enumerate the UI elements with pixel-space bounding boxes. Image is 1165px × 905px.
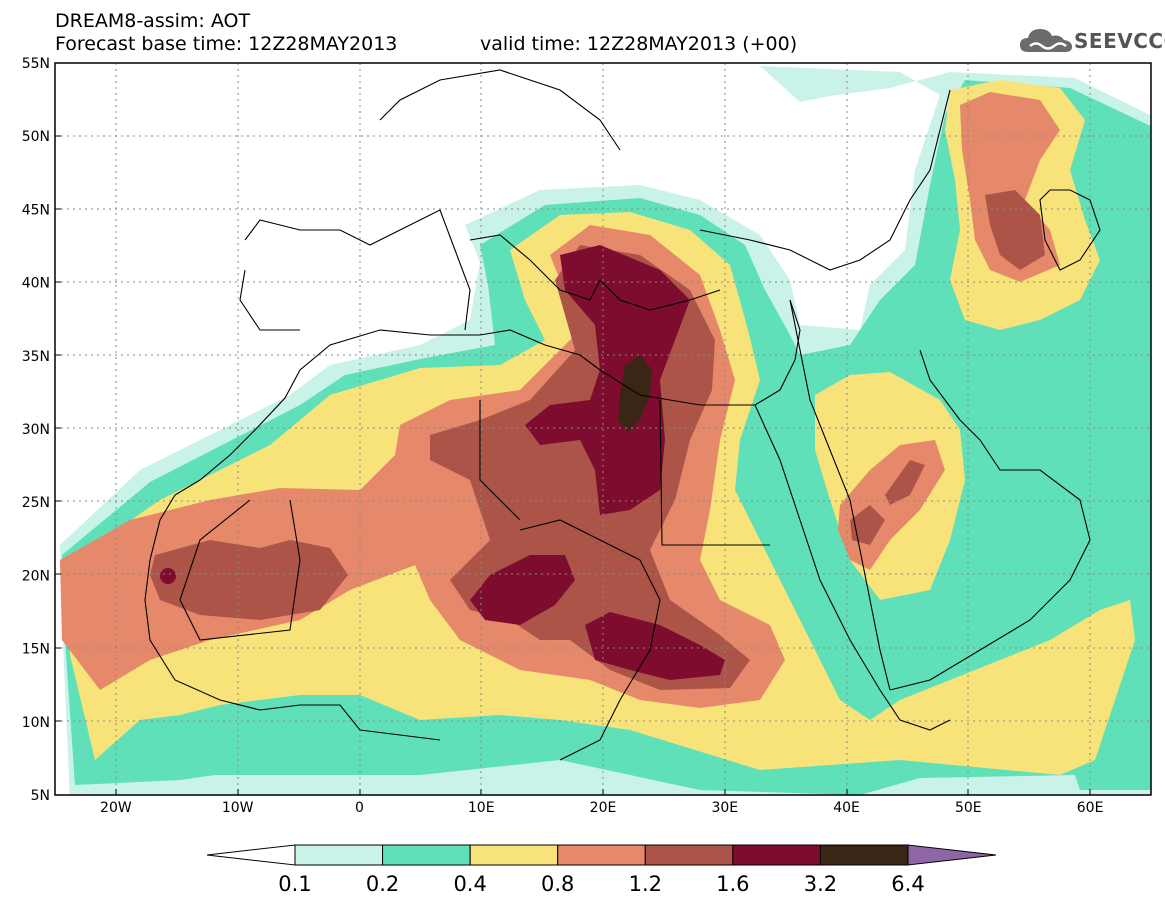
lon-tick-label: 40E [833,800,860,816]
colorbar-swatch [819,844,909,866]
contour-1-2-arabia [850,460,925,545]
map-title: DREAM8-assim: AOT [55,10,251,32]
colorbar-swatch [382,844,471,866]
lat-tick-label: 25N [22,495,50,511]
lat-tick-label: 45N [22,202,50,218]
colorbar-label: 0.2 [365,872,400,896]
lat-tick-label: 10N [22,715,50,731]
lat-tick-label: 35N [22,349,50,365]
colorbar-swatch [644,844,734,866]
contour-1-6-mauritania [160,568,176,584]
colorbar-swatch [469,844,559,866]
colorbar-label: 3.2 [803,872,838,896]
lon-tick-label: 0 [355,800,364,816]
contour-1-2 [150,540,348,620]
lat-tick-label: 50N [22,129,50,145]
graticule [55,63,1151,795]
lon-tick-label: 10E [468,800,495,816]
lon-tick-label: 60E [1077,800,1104,816]
lon-tick-label: 20W [100,800,132,816]
lat-tick-label: 5N [31,788,50,804]
axis-ticks [55,135,1091,795]
logo-label: SEEVCCC [1074,29,1165,53]
colorbar-label: 1.6 [716,872,750,896]
forecast-base-time: Forecast base time: 12Z28MAY2013 [55,33,398,55]
lat-tick-label: 15N [22,642,50,658]
latitude-labels: 55N 50N 45N 40N 35N 30N 25N 20N 15N 10N 5N [22,56,50,804]
lat-tick-label: 40N [22,276,50,292]
cloud-icon [1020,29,1072,52]
colorbar-label: 0.8 [541,872,575,896]
contour-1-2-caspian [985,190,1045,270]
colorbar-swatch [294,844,384,866]
colorbar-under-triangle [206,844,296,866]
colorbar-label: 6.4 [891,872,925,896]
lon-tick-label: 50E [955,800,982,816]
colorbar-swatch [732,844,821,866]
colorbar-swatch [557,844,646,866]
seevccc-logo: SEEVCCC [1018,24,1165,58]
contour-3-2 [618,355,652,432]
contour-1-6-south [470,555,575,625]
colorbar-label: 0.1 [278,872,312,896]
contour-1-6 [525,245,690,515]
longitude-labels: 20W 10W 0 10E 20E 30E 40E 50E 60E [100,800,1103,816]
lon-tick-label: 10W [222,800,254,816]
lat-tick-label: 30N [22,422,50,438]
aot-contours [60,66,1151,795]
lat-tick-label: 20N [22,568,50,584]
lon-tick-label: 30E [711,800,738,816]
lon-tick-label: 20E [590,800,617,816]
coastlines [144,69,1101,761]
valid-time: valid time: 12Z28MAY2013 (+00) [480,33,798,55]
colorbar-over-triangle [907,844,997,866]
colorbar [206,844,997,866]
colorbar-label: 0.4 [453,872,487,896]
contour-1-6-sudan [585,612,725,680]
colorbar-label: 1.2 [628,872,662,896]
lat-tick-label: 55N [22,56,50,72]
